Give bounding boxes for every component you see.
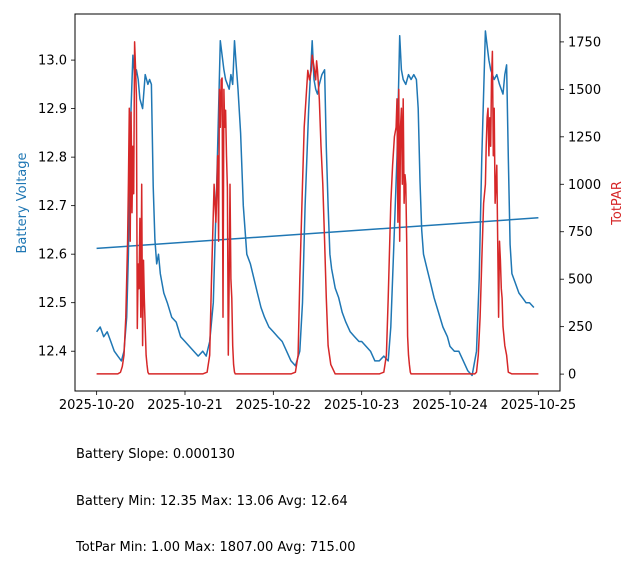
right-tick-label: 750 <box>568 225 593 240</box>
battery-summary-line: Battery Min: 12.35 Max: 13.06 Avg: 12.64 <box>76 493 348 509</box>
right-axis-title: TotPAR <box>610 181 625 226</box>
right-tick-label: 1750 <box>568 35 601 50</box>
right-tick-label: 250 <box>568 320 593 335</box>
chart: 2025-10-20 2025-10-21 2025-10-22 2025-10-23… <box>15 13 625 413</box>
x-tick-label: 2025-10-23 <box>324 398 400 413</box>
stats-text: Battery Slope: 0.000130 Battery Min: 12.… <box>76 416 356 571</box>
right-tick-label: 500 <box>568 273 593 288</box>
left-tick-label: 12.6 <box>38 248 67 263</box>
x-tick-label: 2025-10-22 <box>236 398 312 413</box>
totpar-line <box>96 41 539 375</box>
totpar-summary-line: TotPar Min: 1.00 Max: 1807.00 Avg: 715.0… <box>76 540 356 555</box>
x-tick-label: 2025-10-25 <box>501 398 577 413</box>
left-axis-title: Battery Voltage <box>15 152 30 253</box>
right-tick-label: 1250 <box>568 130 601 145</box>
right-tick-label: 1000 <box>568 178 601 193</box>
plot-frame <box>74 13 561 392</box>
left-y-axis: 12.4 12.5 12.6 12.7 12.8 12.9 13.0 <box>38 54 75 360</box>
left-tick-label: 12.9 <box>38 102 67 117</box>
x-tick-label: 2025-10-24 <box>412 398 488 413</box>
left-tick-label: 12.5 <box>38 296 67 311</box>
right-tick-label: 0 <box>568 368 576 383</box>
right-tick-label: 1500 <box>568 83 601 98</box>
left-tick-label: 12.4 <box>38 345 67 360</box>
left-tick-label: 12.8 <box>38 151 67 166</box>
battery-slope-line: Battery Slope: 0.000130 <box>76 447 235 462</box>
left-tick-label: 12.7 <box>38 199 67 214</box>
battery-voltage-line <box>95 30 535 377</box>
x-tick-label: 2025-10-21 <box>147 398 223 413</box>
right-y-axis: 0 250 500 750 1000 1250 1500 1750 <box>560 35 601 383</box>
x-tick-label: 2025-10-20 <box>59 398 135 413</box>
plot-lines <box>95 30 539 377</box>
left-tick-label: 13.0 <box>38 54 67 69</box>
battery-trend-line <box>96 217 539 250</box>
x-axis: 2025-10-20 2025-10-21 2025-10-22 2025-10-23… <box>59 391 576 413</box>
